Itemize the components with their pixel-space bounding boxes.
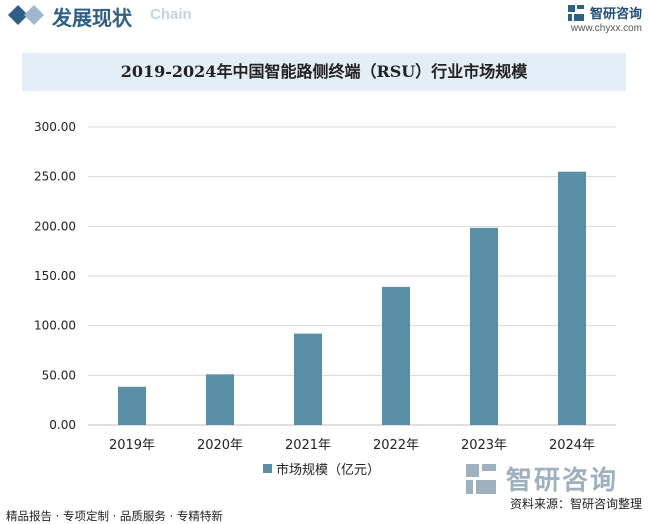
brand: 智研咨询 www.chyxx.com bbox=[567, 3, 642, 34]
chart-title-bar: 2019-2024年中国智能路侧终端（RSU）行业市场规模 bbox=[22, 53, 626, 91]
y-tick-label: 100.00 bbox=[34, 319, 76, 333]
diamond-icon bbox=[8, 5, 44, 25]
section-title: 发展现状 bbox=[52, 6, 132, 30]
y-tick-label: 250.00 bbox=[34, 170, 76, 184]
legend-swatch bbox=[263, 464, 272, 473]
chart-title: 2019-2024年中国智能路侧终端（RSU）行业市场规模 bbox=[120, 62, 528, 81]
x-tick-label: 2024年 bbox=[549, 438, 595, 453]
grid-lines bbox=[88, 126, 616, 426]
bars bbox=[118, 171, 586, 425]
y-tick-label: 0.00 bbox=[49, 418, 76, 432]
x-tick-label: 2020年 bbox=[197, 438, 243, 453]
y-tick-label: 50.00 bbox=[42, 368, 76, 382]
bar bbox=[558, 171, 586, 425]
bar bbox=[294, 333, 322, 425]
y-tick-label: 150.00 bbox=[34, 269, 76, 283]
section-subtitle: Chain bbox=[150, 6, 192, 23]
footer-logo-text: 智研咨询 bbox=[506, 466, 619, 496]
legend-label: 市场规模（亿元） bbox=[276, 463, 381, 478]
footer-logo: 智研咨询 bbox=[466, 460, 618, 497]
y-axis-ticks: 0.00 50.00 100.00 150.00 200.00 250.00 300.00 bbox=[34, 120, 76, 432]
bar bbox=[118, 386, 146, 425]
x-axis-ticks: 2019年 2020年 2021年 2022年 2023年 2024年 bbox=[109, 438, 595, 453]
bar bbox=[206, 374, 234, 425]
x-tick-label: 2023年 bbox=[461, 438, 507, 453]
source-note: 资料来源：智研咨询整理 bbox=[509, 497, 642, 511]
x-tick-label: 2022年 bbox=[373, 438, 419, 453]
footer-slogan: 精品报告 · 专项定制 · 品质服务 · 专精特新 bbox=[6, 509, 223, 523]
legend: 市场规模（亿元） bbox=[263, 459, 380, 478]
brand-logo-icon bbox=[567, 4, 584, 21]
x-tick-label: 2019年 bbox=[109, 438, 155, 453]
x-tick-label: 2021年 bbox=[285, 438, 331, 453]
brand-name: 智研咨询 bbox=[589, 7, 642, 22]
bar bbox=[470, 227, 498, 425]
y-tick-label: 300.00 bbox=[34, 120, 76, 134]
brand-url: www.chyxx.com bbox=[570, 23, 642, 34]
y-tick-label: 200.00 bbox=[34, 219, 76, 233]
page-header: 发展现状 Chain 智研咨询 www.chyxx.com bbox=[0, 0, 650, 34]
bar bbox=[382, 286, 410, 425]
logo-icon bbox=[466, 463, 496, 494]
